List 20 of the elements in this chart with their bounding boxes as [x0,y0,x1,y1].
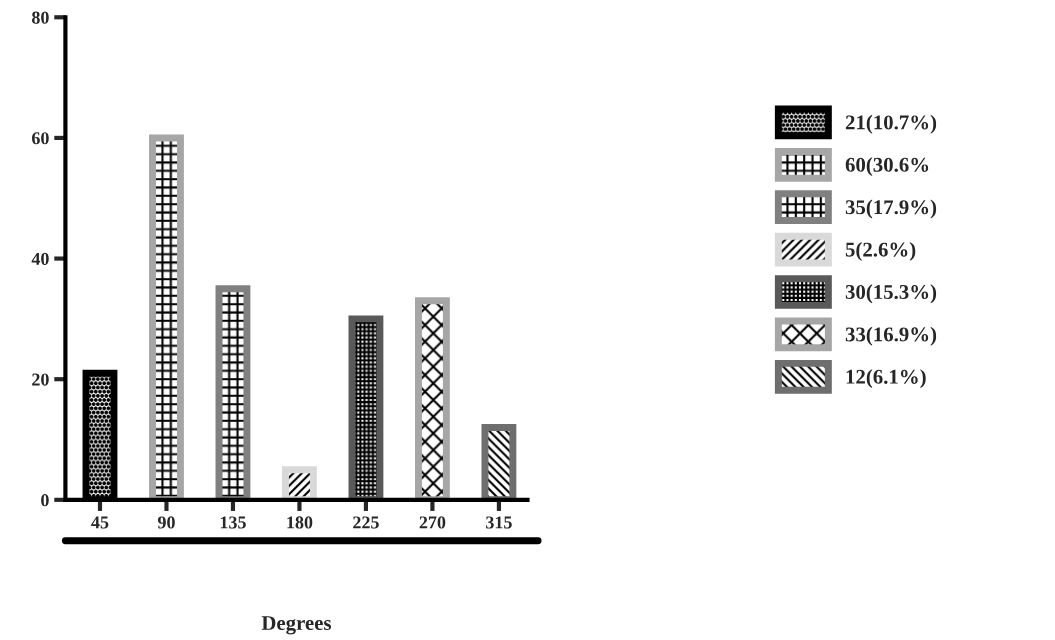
x-tick-label: 90 [157,516,175,529]
x-tick-label: 315 [486,516,512,529]
y-tick-label: 80 [31,11,49,24]
y-tick-label: 20 [32,373,49,386]
x-tick-label: 180 [287,516,313,529]
legend-label: 30(15.3%) [845,284,937,304]
x-tick-label: 270 [419,516,446,529]
x-tick-label: 225 [353,516,379,529]
legend-label: 12(6.1%) [846,369,926,389]
legend-label: 5(2.6%) [845,241,916,261]
legend-label: 21(10.7%) [845,114,937,134]
x-tick-label: 135 [220,516,246,529]
x-tick-label: 45 [91,516,109,529]
legend-label: 60(30.6% [845,157,929,177]
y-tick-label: 40 [31,252,49,265]
y-tick-label: 60 [32,132,49,145]
legend-label: 35(17.9%) [845,199,937,219]
x-axis-title: Degrees [261,616,332,635]
legend-label: 33(16.9%) [845,326,937,346]
y-tick-label: 0 [41,494,49,507]
